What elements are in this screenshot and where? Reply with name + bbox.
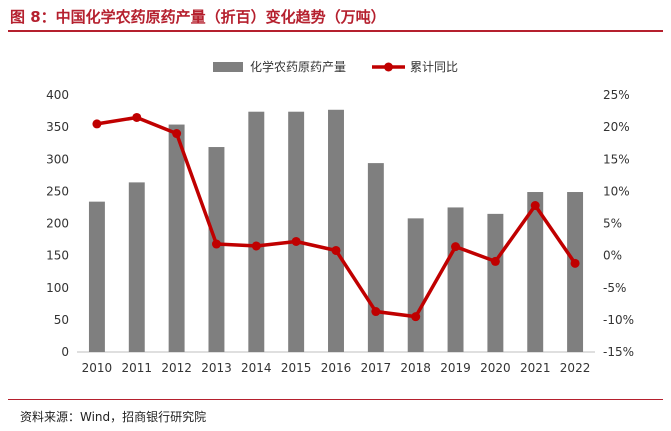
x-tick-label: 2011 <box>121 361 152 375</box>
bar <box>367 163 384 352</box>
legend-bar-swatch <box>213 62 243 72</box>
combo-chart: 化学农药原药产量 累计同比 0 50 100 150 200 250 300 350 400 -1… <box>46 59 634 375</box>
bar <box>527 192 544 352</box>
title-rule <box>8 30 663 32</box>
x-tick-label: 2020 <box>480 361 511 375</box>
bar <box>128 182 145 352</box>
line-series <box>92 112 580 322</box>
legend-bar-label: 化学农药原药产量 <box>250 59 346 74</box>
line-point <box>132 112 142 122</box>
line-point <box>251 241 261 251</box>
y-right-tick-label: 0% <box>603 249 622 263</box>
x-tick-label: 2017 <box>361 361 392 375</box>
bar <box>328 109 344 352</box>
line-point <box>530 201 540 211</box>
bar <box>288 111 305 352</box>
legend-line-label: 累计同比 <box>410 60 458 74</box>
line-point <box>490 256 500 266</box>
axes: 0 50 100 150 200 250 300 350 400 -15% -10% -5% 0% 5% 1… <box>46 88 634 375</box>
x-tick-label: 2021 <box>520 361 551 375</box>
y-right-tick-label: 10% <box>603 184 630 198</box>
x-tick-label: 2010 <box>82 361 113 375</box>
y-right-tick-label: 20% <box>603 120 630 134</box>
x-tick-label: 2022 <box>560 361 591 375</box>
y-right-tick-label: 25% <box>603 88 630 102</box>
x-tick-label: 2019 <box>440 361 471 375</box>
line-point <box>172 129 182 139</box>
line-point <box>331 245 341 255</box>
y-right-tick-label: -5% <box>603 281 626 295</box>
bar <box>447 207 464 352</box>
y-left-tick-label: 350 <box>46 120 69 134</box>
y-left-tick-label: 100 <box>46 281 69 295</box>
y-left-tick-label: 300 <box>46 152 69 166</box>
y-left-tick-label: 400 <box>46 88 69 102</box>
bar <box>88 201 105 352</box>
y-left-tick-label: 200 <box>46 217 69 231</box>
bar <box>168 124 185 353</box>
x-tick-label: 2015 <box>281 361 312 375</box>
bar <box>208 147 225 352</box>
x-tick-label: 2014 <box>241 361 272 375</box>
line-point <box>211 239 221 249</box>
x-tick-label: 2012 <box>161 361 192 375</box>
y-left-tick-label: 150 <box>46 249 69 263</box>
line-point <box>451 242 461 252</box>
x-tick-label: 2018 <box>400 361 431 375</box>
y-right-tick-label: 15% <box>603 152 630 166</box>
y-right-tick-label: -10% <box>603 313 634 327</box>
line-point <box>291 236 301 246</box>
line-point <box>371 307 381 317</box>
line-point <box>92 119 102 129</box>
legend: 化学农药原药产量 累计同比 <box>213 59 458 74</box>
bar <box>487 213 504 352</box>
line-point <box>411 312 421 322</box>
y-left-tick-label: 0 <box>61 345 69 359</box>
source-rule <box>8 399 663 400</box>
bar <box>248 111 265 352</box>
bar-series <box>88 109 584 353</box>
line-point <box>570 258 580 268</box>
source-note: 资料来源：Wind，招商银行研究院 <box>20 410 207 424</box>
x-tick-label: 2016 <box>321 361 352 375</box>
y-right-tick-label: -15% <box>603 345 634 359</box>
x-tick-label: 2013 <box>201 361 232 375</box>
bar <box>567 192 584 352</box>
y-right-tick-label: 5% <box>603 217 622 231</box>
bar <box>407 218 424 352</box>
y-left-tick-label: 50 <box>54 313 69 327</box>
figure-title: 图 8：中国化学农药原药产量（折百）变化趋势（万吨） <box>10 8 386 26</box>
legend-line-marker <box>384 62 393 72</box>
y-left-tick-label: 250 <box>46 184 69 198</box>
